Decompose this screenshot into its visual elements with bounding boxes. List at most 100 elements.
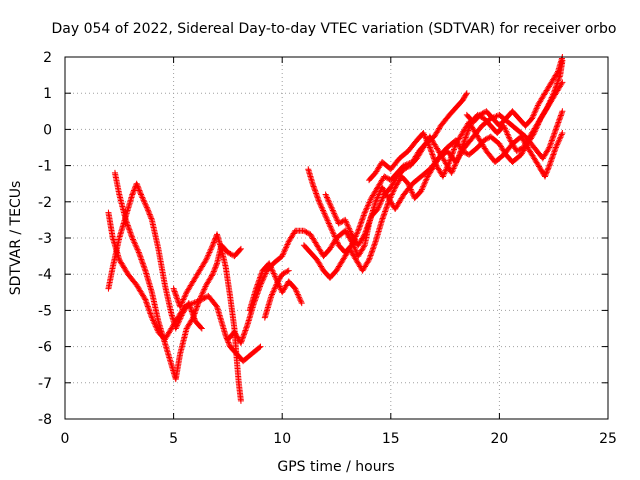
data-point (133, 243, 140, 250)
data-point (458, 145, 465, 152)
data-point (208, 272, 215, 279)
data-point (131, 240, 138, 247)
data-point (459, 144, 466, 151)
data-point (385, 198, 392, 205)
data-point (429, 152, 436, 159)
data-point (193, 306, 200, 313)
data-point (283, 244, 290, 251)
data-point (361, 231, 368, 238)
data-point (347, 228, 354, 235)
data-point (143, 203, 150, 210)
data-point (272, 273, 279, 280)
data-point (457, 148, 464, 155)
data-point (148, 314, 155, 321)
data-point (482, 136, 489, 143)
data-point (379, 194, 386, 201)
data-point (206, 249, 213, 256)
data-point (558, 132, 565, 139)
data-point (366, 217, 373, 224)
data-point (550, 133, 557, 140)
data-point (504, 131, 511, 138)
data-point (329, 207, 336, 214)
data-point (135, 186, 142, 193)
data-point (209, 243, 216, 250)
data-point (371, 242, 378, 249)
data-point (372, 240, 379, 247)
data-point (547, 140, 554, 147)
data-point (137, 253, 144, 260)
data-point (381, 173, 388, 180)
data-point (425, 141, 432, 148)
data-point (422, 134, 429, 141)
data-point (254, 281, 261, 288)
data-point (140, 263, 147, 270)
data-point (170, 285, 177, 292)
data-point (534, 102, 541, 109)
data-point (346, 225, 353, 232)
data-point (147, 212, 154, 219)
data-point (431, 157, 438, 164)
data-point (556, 116, 563, 123)
chart-title: Day 054 of 2022, Sidereal Day-to-day VTE… (52, 21, 617, 37)
data-point (318, 204, 325, 211)
data-point (479, 110, 486, 117)
data-point (293, 288, 300, 295)
data-point (352, 247, 359, 254)
data-point (285, 240, 292, 247)
data-point (136, 187, 143, 194)
data-point (374, 206, 381, 213)
data-point (207, 248, 214, 255)
data-point (441, 170, 448, 177)
data-point (317, 201, 324, 208)
data-point (336, 219, 343, 226)
data-point (242, 327, 249, 334)
data-point (476, 111, 483, 118)
data-point (210, 268, 217, 275)
data-point (178, 300, 185, 307)
data-point (552, 127, 559, 134)
data-point (313, 190, 320, 197)
data-point (188, 308, 195, 315)
data-point (310, 182, 317, 189)
data-point (270, 287, 277, 294)
data-point (548, 155, 555, 162)
data-point (460, 141, 467, 148)
data-point (313, 191, 320, 198)
data-point (192, 307, 199, 314)
data-point (335, 220, 342, 227)
data-point (363, 227, 370, 234)
data-point (253, 284, 260, 291)
data-point (241, 328, 248, 335)
data-point (556, 115, 563, 122)
data-point (543, 169, 550, 176)
data-point (144, 206, 151, 213)
data-point (424, 174, 431, 181)
data-point (547, 159, 554, 166)
data-point (449, 166, 456, 173)
data-point (181, 293, 188, 300)
data-point (272, 282, 279, 289)
data-point (557, 112, 564, 119)
data-point (292, 287, 299, 294)
x-tick-label: 15 (382, 431, 400, 447)
data-point (445, 161, 452, 168)
data-point (551, 130, 558, 137)
data-point (310, 183, 317, 190)
data-point (451, 164, 458, 171)
data-point (483, 135, 490, 142)
data-point (139, 194, 146, 201)
data-point (558, 109, 565, 116)
data-point (422, 179, 429, 186)
data-point (325, 198, 332, 205)
data-point (139, 195, 146, 202)
data-point (532, 108, 539, 115)
data-point (451, 145, 458, 152)
y-tick-label: -5 (38, 303, 52, 319)
data-point (190, 314, 197, 321)
data-point (334, 239, 341, 246)
data-point (297, 297, 304, 304)
data-point (420, 130, 427, 137)
x-axis-label: GPS time / hours (277, 459, 394, 475)
data-point (453, 159, 460, 166)
data-point (355, 226, 362, 233)
